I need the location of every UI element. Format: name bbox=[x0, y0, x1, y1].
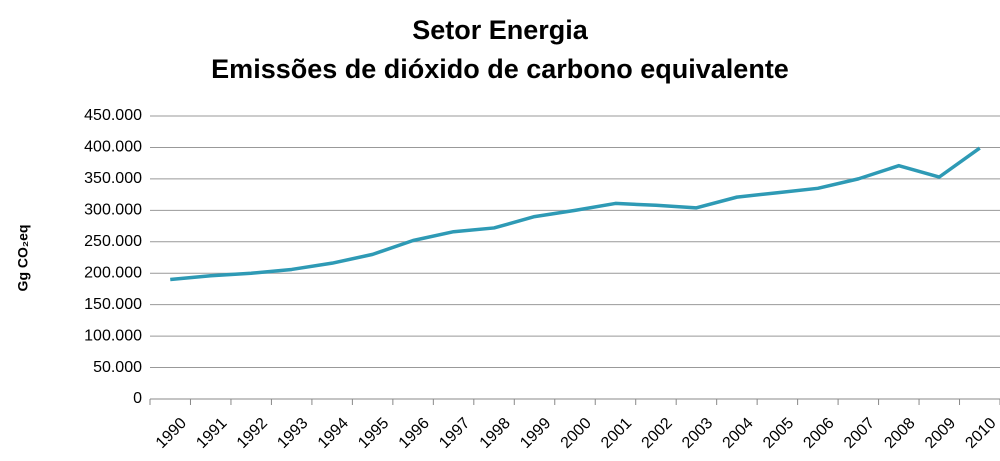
data-line bbox=[170, 146, 981, 282]
y-tick-label: 150.000 bbox=[84, 296, 142, 313]
x-tick-label: 2002 bbox=[639, 415, 676, 452]
x-tick-label: 1996 bbox=[396, 415, 433, 452]
y-tick-label: 0 bbox=[133, 390, 142, 407]
y-tick-label: 300.000 bbox=[84, 202, 142, 219]
x-tick-label: 2003 bbox=[679, 415, 716, 452]
x-tick-label: 2008 bbox=[881, 415, 918, 452]
y-tick-label: 100.000 bbox=[84, 327, 142, 344]
y-tick-label: 350.000 bbox=[84, 170, 142, 187]
x-tick-label: 2007 bbox=[841, 415, 878, 452]
y-axis-label: Gg CO₂eq bbox=[15, 225, 31, 292]
x-tick-label: 1998 bbox=[477, 415, 514, 452]
x-tick-label: 2005 bbox=[760, 415, 797, 452]
x-tick-label: 1992 bbox=[234, 415, 271, 452]
y-tick-label: 250.000 bbox=[84, 233, 142, 250]
x-tick-label: 1997 bbox=[436, 415, 473, 452]
x-tick-label: 2004 bbox=[720, 415, 757, 452]
x-tick-label: 2009 bbox=[922, 415, 959, 452]
y-tick-label: 450.000 bbox=[84, 107, 142, 124]
x-tick-label: 1990 bbox=[153, 415, 190, 452]
chart-title: Setor Energia bbox=[412, 15, 589, 45]
x-tick-label: 1991 bbox=[193, 415, 230, 452]
x-tick-label: 1995 bbox=[355, 415, 392, 452]
x-tick-label: 2010 bbox=[962, 415, 999, 452]
x-tick-label: 2001 bbox=[598, 415, 635, 452]
x-tick-label: 1999 bbox=[517, 415, 554, 452]
chart-subtitle: Emissões de dióxido de carbono equivalen… bbox=[211, 54, 789, 84]
y-tick-label: 400.000 bbox=[84, 139, 142, 156]
y-tick-label: 50.000 bbox=[93, 359, 142, 376]
x-tick-label: 1993 bbox=[274, 415, 311, 452]
x-tick-label: 2000 bbox=[558, 415, 595, 452]
y-tick-label: 200.000 bbox=[84, 264, 142, 281]
x-tick-label: 2006 bbox=[800, 415, 837, 452]
x-tick-label: 1994 bbox=[315, 415, 352, 452]
